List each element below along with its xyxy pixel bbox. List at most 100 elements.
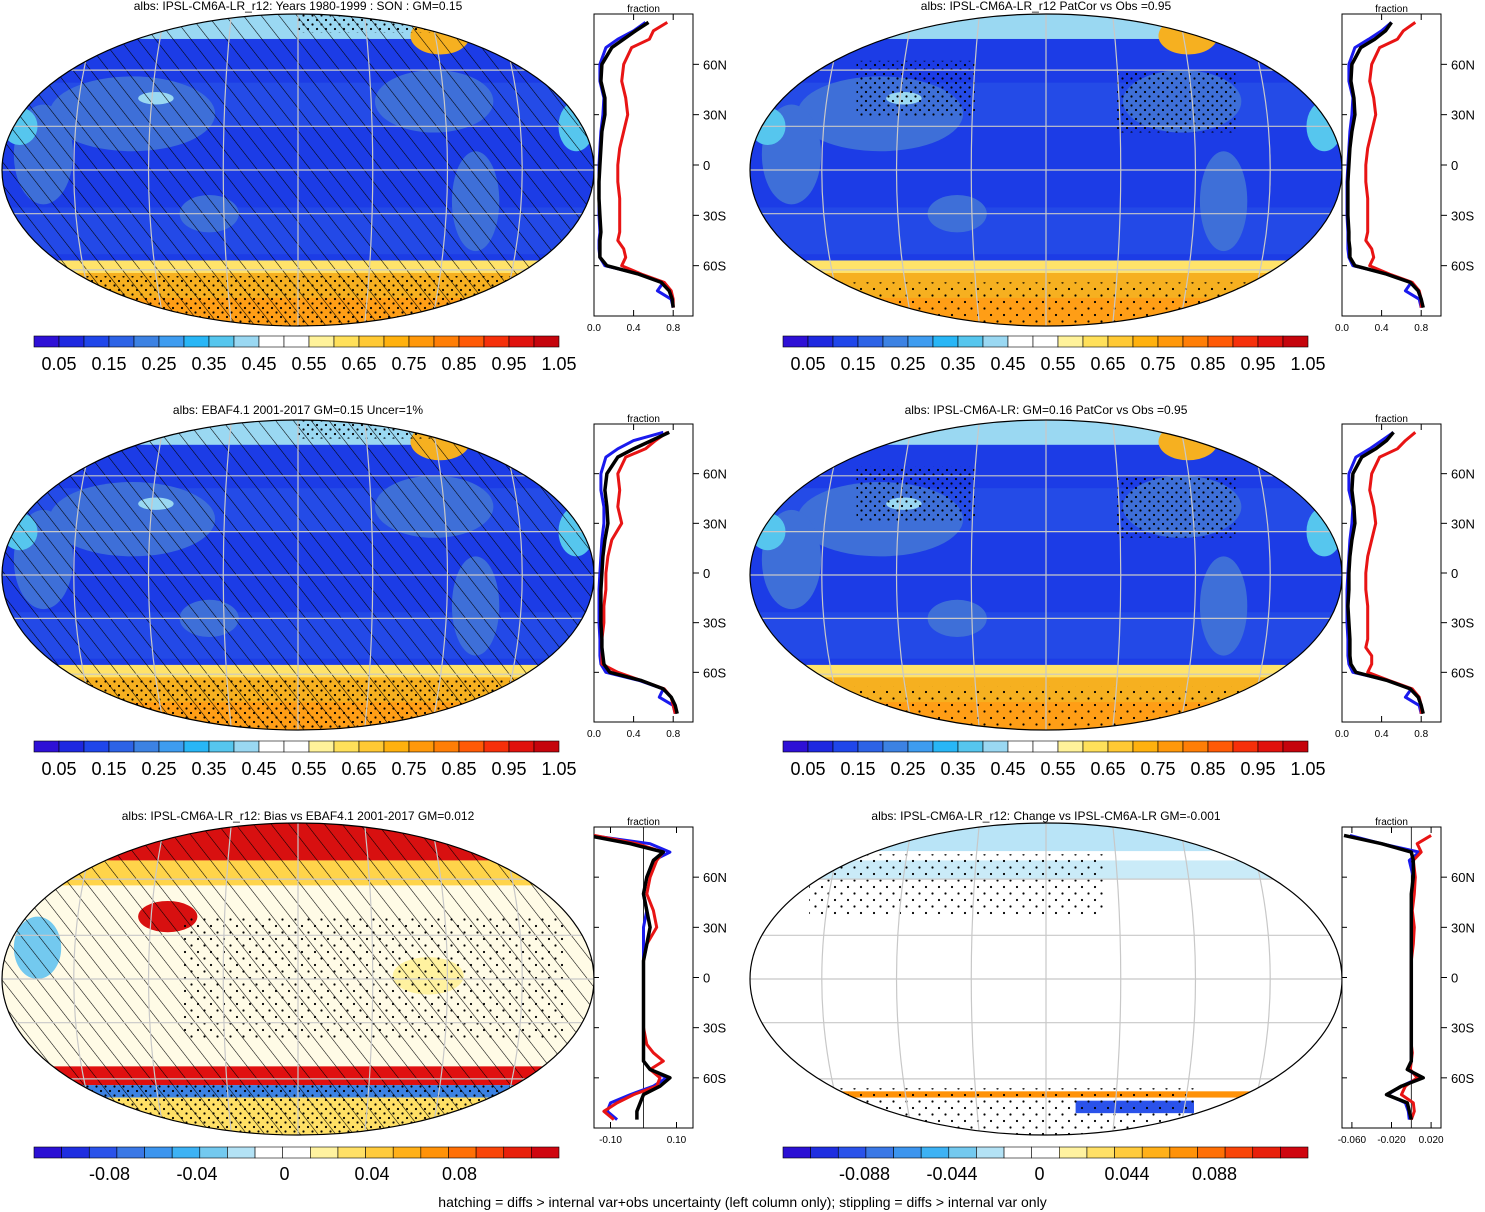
colorbar-swatch: [158, 740, 185, 753]
profile-series-black: [599, 430, 679, 715]
x-tick-label: 0.8: [1414, 323, 1428, 334]
x-tick-label: 0.0: [587, 323, 601, 334]
colorbar-swatch: [283, 740, 310, 753]
lat-tick-label: 30S: [703, 616, 726, 631]
colorbar-swatch: [982, 335, 1009, 348]
profile-series-black: [594, 834, 672, 1120]
lat-tick-label: 60S: [1451, 665, 1474, 680]
colorbar-swatch: [208, 740, 235, 753]
lat-tick-label: 30S: [703, 1021, 726, 1036]
colorbar-label: 0.85: [441, 759, 476, 779]
lat-tick-label: 30S: [1451, 1021, 1474, 1036]
profile-lines: [597, 430, 679, 715]
longitude-line: [222, 420, 232, 730]
zonal-profile-p5: fraction 60N 30N 0 30S 60S -0.10 0.10: [593, 817, 727, 1146]
colorbar-label: 0.65: [1090, 759, 1125, 779]
map-panel-p1: albs: IPSL-CM6A-LR_r12: Years 1980-1999 …: [1, 0, 595, 327]
longitude-line: [970, 14, 980, 326]
colorbar-swatch: [948, 1146, 977, 1159]
colorbar-swatch: [408, 335, 435, 348]
colorbar-label: 0.45: [241, 354, 276, 374]
colorbar-swatch: [358, 740, 385, 753]
x-tick-label: 0.4: [1375, 729, 1389, 740]
colorbar-swatch: [810, 1146, 839, 1159]
colorbar-swatch: [1252, 1146, 1281, 1159]
zonal-profile-p2: fraction 60N 30N 0 30S 60S 0.0 0.4 0.8: [1335, 4, 1475, 334]
colorbar-swatch: [475, 1146, 505, 1159]
lat-tick-label: 60S: [703, 1071, 726, 1086]
colorbar-swatch: [1257, 335, 1284, 348]
colorbar-swatch: [982, 740, 1009, 753]
longitude-line: [895, 14, 914, 326]
colorbar-swatch: [108, 335, 135, 348]
colorbar-label: 0.15: [840, 759, 875, 779]
colorbar-swatch: [1032, 740, 1059, 753]
colorbar-swatch: [458, 335, 485, 348]
lat-tick-label: 0: [1451, 566, 1458, 581]
colorbar-swatch: [957, 335, 984, 348]
x-tick-label: 0.8: [666, 729, 680, 740]
colorbar-label: -0.08: [89, 1164, 130, 1184]
profile-lines: [1343, 833, 1432, 1121]
stipple-asia: [856, 60, 975, 117]
colorbar-swatch: [448, 1146, 477, 1159]
map-panel-p6: albs: IPSL-CM6A-LR_r12: Change vs IPSL-C…: [749, 809, 1343, 1136]
x-tick-label: 0.4: [1375, 323, 1389, 334]
colorbar-swatch: [1141, 1146, 1171, 1159]
colorbar-swatch: [1114, 1146, 1143, 1159]
colorbar-swatch: [1182, 740, 1209, 753]
south-america: [1199, 151, 1248, 252]
colorbar-swatch: [782, 1146, 811, 1159]
profile-axis-title: fraction: [1375, 414, 1408, 425]
colorbar-label: 0.75: [1140, 759, 1175, 779]
map-panel-p5: albs: IPSL-CM6A-LR_r12: Bias vs EBAF4.1 …: [1, 809, 595, 1136]
colorbar-swatch: [33, 740, 60, 753]
colorbar-swatch: [358, 335, 385, 348]
lat-tick-label: 0: [703, 158, 710, 173]
colorbar-swatch: [308, 335, 335, 348]
colorbar-label: -0.04: [176, 1164, 217, 1184]
colorbar-label: 1.05: [541, 759, 576, 779]
graticule: [750, 823, 1342, 1135]
colorbar-swatch: [1107, 335, 1134, 348]
colorbar-swatch: [533, 335, 560, 348]
stipple-north-america: [1117, 475, 1236, 538]
colorbar-label: 0.85: [441, 354, 476, 374]
colorbar-label: 0.15: [840, 354, 875, 374]
map-field: [2, 14, 594, 326]
colorbar-swatch: [83, 740, 110, 753]
colorbar-swatch: [183, 335, 210, 348]
figure-footnote: hatching = diffs > internal var+obs unce…: [438, 1194, 1047, 1210]
map-field: [750, 420, 1342, 730]
profile-frame: [1341, 826, 1442, 1129]
colorbar-swatch: [882, 335, 909, 348]
colorbar-label: 0.85: [1190, 759, 1225, 779]
map-field: [2, 420, 594, 730]
colorbar-label: 0.85: [1190, 354, 1225, 374]
map-field: [750, 14, 1342, 326]
colorbar-swatch: [1031, 1146, 1060, 1159]
map-panel-p2: albs: IPSL-CM6A-LR_r12 PatCor vs Obs =0.…: [749, 0, 1343, 327]
colorbar-swatch: [58, 335, 85, 348]
colorbar-swatch: [807, 335, 834, 348]
colorbar-swatch: [458, 740, 485, 753]
zonal-profile-p1: fraction 60N 30N 0 30S 60S 0.0 0.4 0.8: [587, 4, 727, 334]
colorbar-swatch: [254, 1146, 283, 1159]
longitude-line: [430, 420, 449, 730]
colorbar-label: 1.05: [1290, 759, 1325, 779]
colorbar-label: 0: [279, 1164, 289, 1184]
colorbar-label: 0.044: [1104, 1164, 1149, 1184]
longitude-line: [222, 823, 232, 1135]
colorbar-swatch: [1282, 740, 1309, 753]
colorbar-label: 0.15: [91, 354, 126, 374]
colorbar-swatch: [133, 335, 160, 348]
colorbar-label: 0.08: [442, 1164, 477, 1184]
profile-lines: [1345, 21, 1425, 309]
lat-tick-label: 30S: [1451, 208, 1474, 223]
colorbar-label: 0.95: [1240, 759, 1275, 779]
colorbar-label: 0.35: [191, 759, 226, 779]
colorbar-swatch: [531, 1146, 560, 1159]
profile-lines: [594, 833, 672, 1121]
longitude-line: [364, 420, 374, 730]
colorbar-swatch: [907, 335, 934, 348]
